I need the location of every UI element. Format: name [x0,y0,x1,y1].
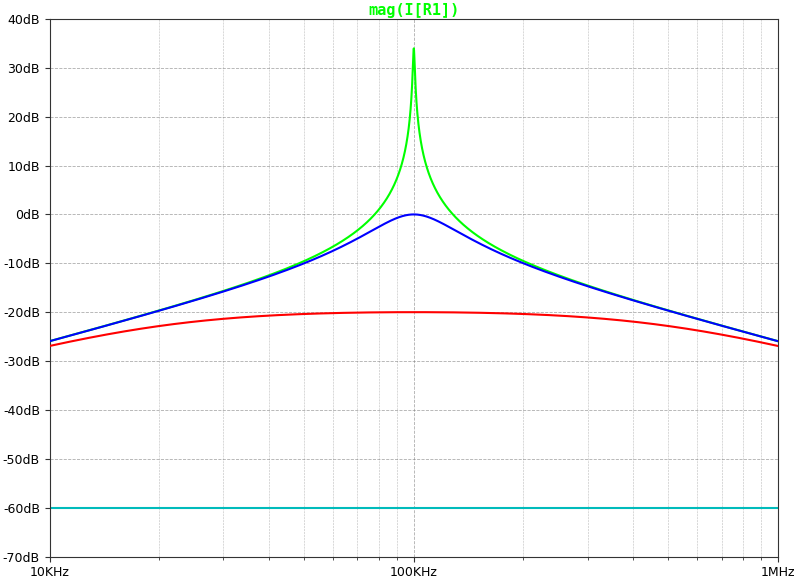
Title: mag(I[R1]): mag(I[R1]) [368,3,460,18]
